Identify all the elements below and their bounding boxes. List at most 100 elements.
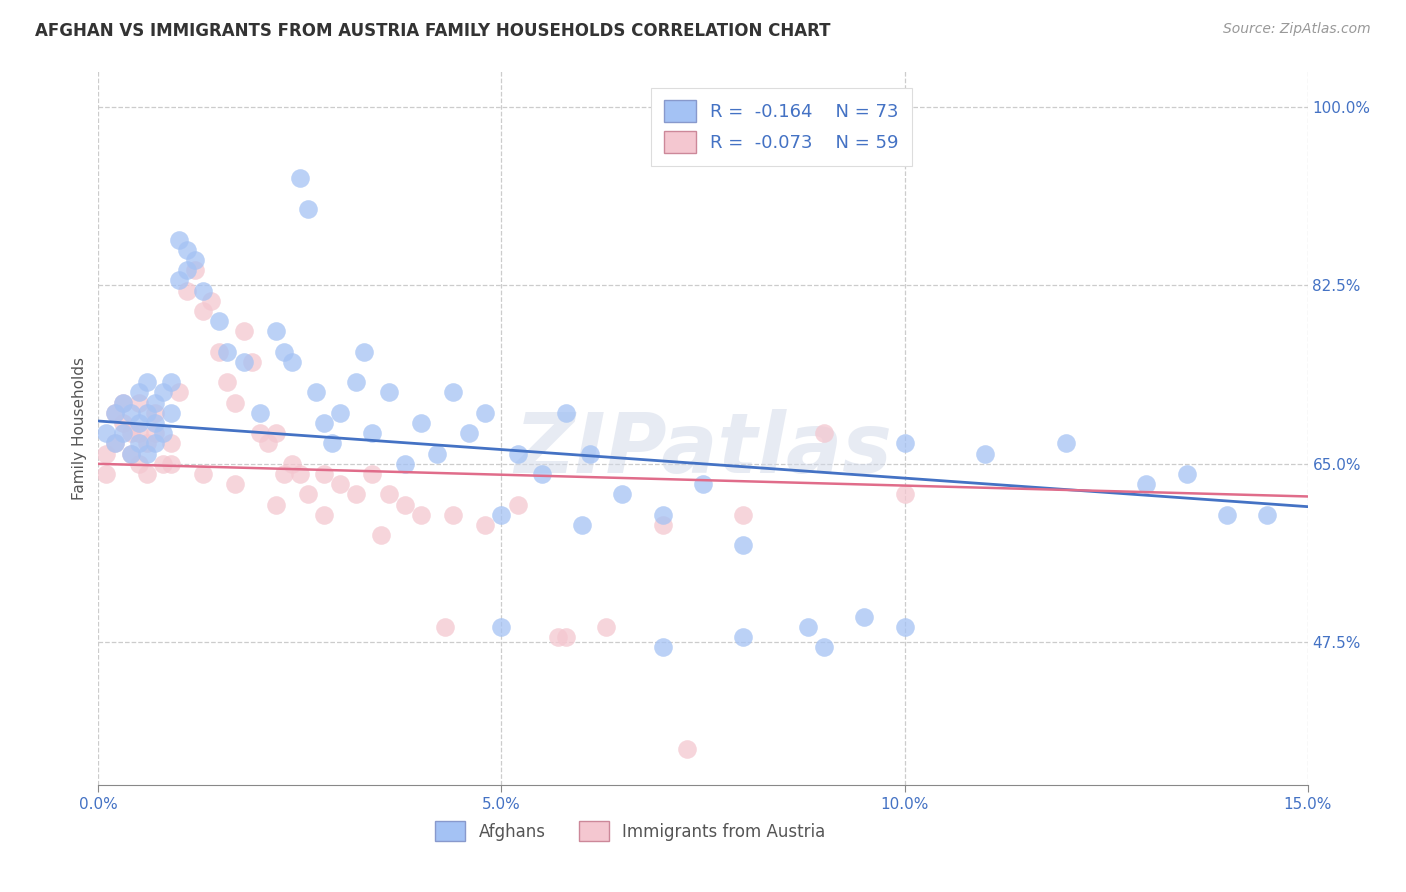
Point [208, 344, 231, 359]
Point [143, 406, 166, 420]
Point [651, 640, 673, 655]
Point [733, 630, 755, 644]
Point [184, 263, 207, 277]
Point [458, 426, 481, 441]
Point [530, 467, 553, 481]
Point [193, 304, 215, 318]
Point [394, 498, 416, 512]
Point [167, 385, 190, 400]
Point [217, 344, 239, 359]
Point [305, 385, 328, 400]
Point [135, 436, 157, 450]
Point [344, 487, 367, 501]
Y-axis label: Family Households: Family Households [72, 357, 87, 500]
Text: ZIPatlas: ZIPatlas [515, 409, 891, 490]
Point [103, 436, 125, 450]
Point [176, 243, 198, 257]
Point [111, 416, 134, 430]
Point [893, 436, 915, 450]
Point [217, 376, 239, 390]
Point [111, 395, 134, 409]
Point [111, 395, 134, 409]
Point [193, 467, 215, 481]
Point [893, 620, 915, 634]
Point [314, 416, 336, 430]
Point [103, 406, 125, 420]
Point [128, 457, 150, 471]
Point [321, 436, 343, 450]
Point [273, 467, 295, 481]
Point [264, 426, 287, 441]
Point [160, 436, 183, 450]
Point [135, 447, 157, 461]
Point [96, 426, 118, 441]
Point [813, 640, 835, 655]
Point [160, 457, 183, 471]
Point [232, 324, 254, 338]
Point [120, 447, 142, 461]
Point [676, 742, 699, 756]
Point [361, 467, 384, 481]
Point [491, 508, 513, 522]
Point [974, 447, 997, 461]
Point [143, 395, 166, 409]
Point [1175, 467, 1198, 481]
Point [167, 233, 190, 247]
Point [224, 395, 246, 409]
Point [651, 518, 673, 533]
Point [441, 385, 464, 400]
Point [152, 426, 174, 441]
Point [797, 620, 820, 634]
Point [273, 344, 295, 359]
Point [893, 487, 915, 501]
Point [120, 406, 142, 420]
Point [571, 518, 593, 533]
Point [152, 457, 174, 471]
Point [103, 436, 125, 450]
Point [1135, 477, 1157, 491]
Point [377, 385, 399, 400]
Point [111, 426, 134, 441]
Point [152, 385, 174, 400]
Point [135, 406, 157, 420]
Point [281, 457, 304, 471]
Point [135, 376, 157, 390]
Point [491, 620, 513, 634]
Point [555, 406, 578, 420]
Point [200, 293, 222, 308]
Point [353, 344, 375, 359]
Point [329, 477, 352, 491]
Point [579, 447, 602, 461]
Point [506, 447, 529, 461]
Point [595, 620, 617, 634]
Point [733, 538, 755, 552]
Point [344, 376, 367, 390]
Point [1216, 508, 1239, 522]
Point [264, 498, 287, 512]
Point [120, 447, 142, 461]
Point [128, 385, 150, 400]
Text: AFGHAN VS IMMIGRANTS FROM AUSTRIA FAMILY HOUSEHOLDS CORRELATION CHART: AFGHAN VS IMMIGRANTS FROM AUSTRIA FAMILY… [35, 22, 831, 40]
Point [160, 376, 183, 390]
Point [208, 314, 231, 328]
Point [329, 406, 352, 420]
Point [474, 406, 496, 420]
Point [409, 508, 432, 522]
Point [297, 487, 319, 501]
Point [370, 528, 392, 542]
Point [555, 630, 578, 644]
Point [441, 508, 464, 522]
Point [96, 447, 118, 461]
Point [813, 426, 835, 441]
Point [612, 487, 634, 501]
Point [96, 467, 118, 481]
Point [426, 447, 449, 461]
Point [143, 416, 166, 430]
Point [193, 284, 215, 298]
Point [1054, 436, 1077, 450]
Point [434, 620, 457, 634]
Point [160, 406, 183, 420]
Point [176, 263, 198, 277]
Point [281, 355, 304, 369]
Point [224, 477, 246, 491]
